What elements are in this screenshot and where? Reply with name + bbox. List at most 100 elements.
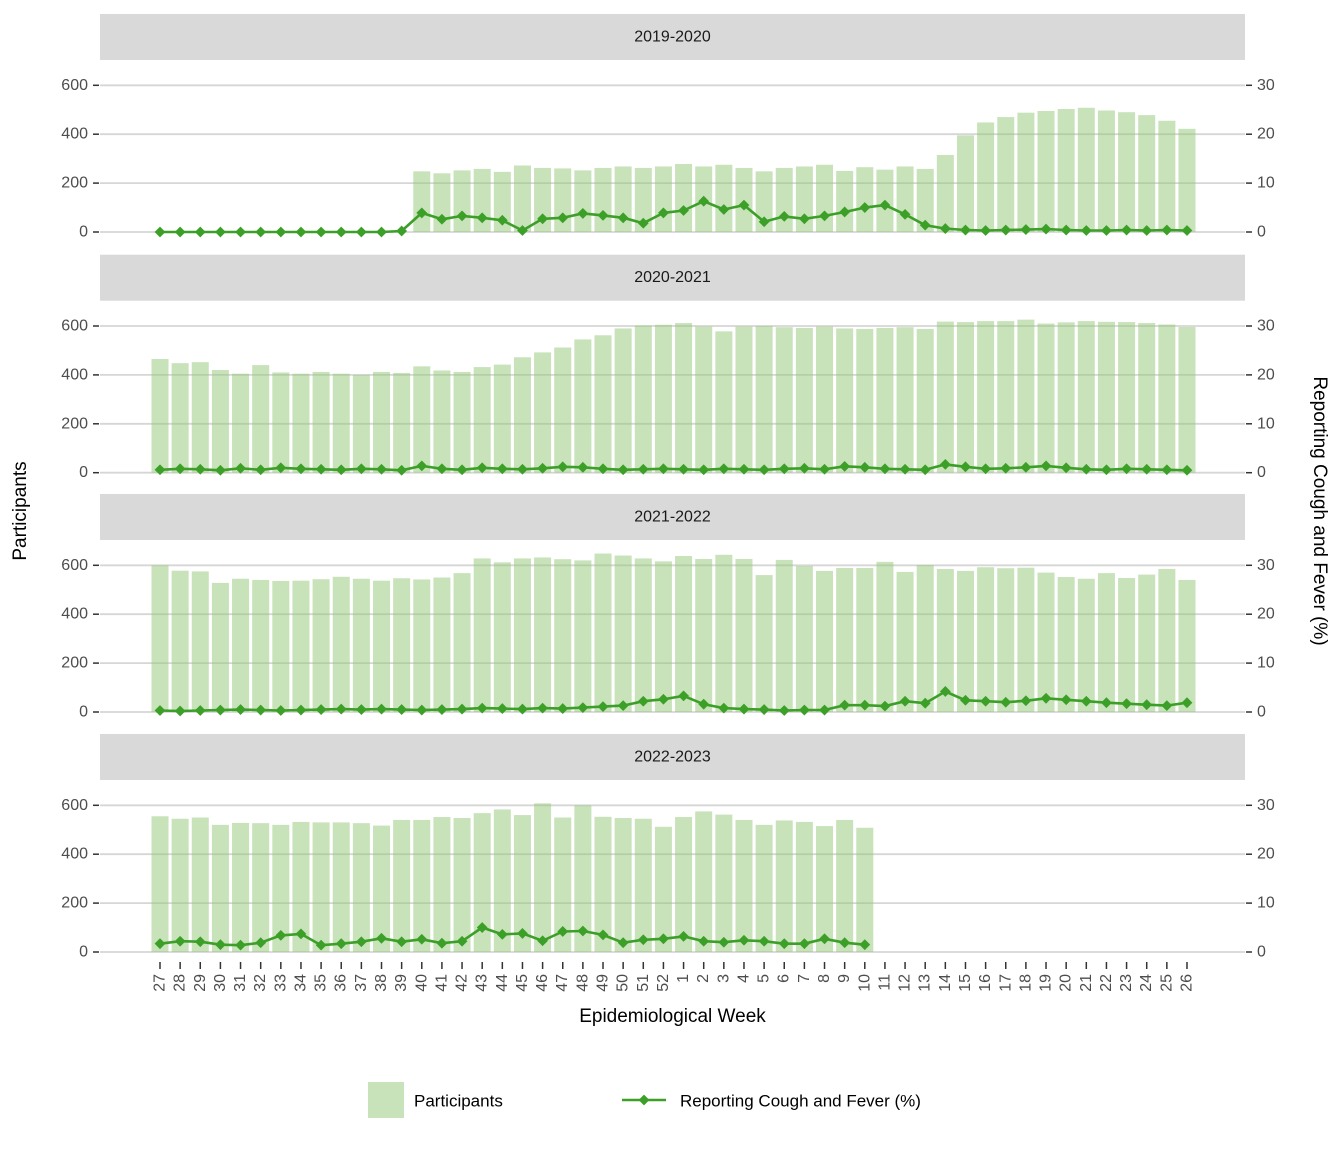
bar-week-23 [1118,112,1136,232]
x-axis-tick-label: 8 [816,974,833,983]
point-week-39 [396,225,408,237]
bar-week-42 [453,573,471,712]
point-week-14 [939,223,951,234]
point-week-49 [597,463,609,475]
point-week-36 [335,938,347,950]
x-axis-tick-label: 2 [695,974,712,983]
cough-fever-line [160,199,1188,234]
point-week-10 [859,699,871,711]
bar-week-7 [795,566,813,712]
left-axis-tick-label: 400 [61,366,88,383]
left-axis-tick-label: 400 [61,126,88,143]
facet-strip-label: 2019-2020 [634,29,711,46]
point-week-35 [315,939,327,951]
bar-week-37 [352,578,370,712]
point-week-27 [154,938,166,950]
point-week-45 [517,703,528,715]
bar-week-16 [977,567,995,712]
bar-week-1 [675,817,693,952]
point-week-52 [658,693,669,705]
bar-week-34 [292,373,310,473]
bar-week-33 [272,372,290,473]
bar-week-30 [211,370,229,473]
point-week-30 [215,939,226,951]
point-week-4 [738,934,750,946]
point-week-12 [899,463,911,475]
point-week-17 [1000,696,1012,708]
bar-week-38 [373,371,391,473]
point-week-29 [194,936,206,948]
bar-week-22 [1097,573,1115,712]
bar-week-40 [413,366,431,473]
point-week-35 [315,226,327,238]
point-week-29 [194,705,206,716]
bar-week-10 [856,328,874,473]
facet-strip-label: 2020-2021 [634,269,711,286]
bar-week-34 [292,580,310,712]
bar-week-21 [1077,578,1095,712]
point-week-24 [1141,225,1153,236]
point-week-38 [376,932,387,944]
bar-week-41 [433,370,451,473]
bar-week-32 [252,365,270,473]
point-week-52 [658,463,669,475]
bar-week-30 [211,824,229,952]
bar-week-3 [715,331,733,473]
x-axis-tick-label: 42 [454,974,471,992]
bar-week-24 [1138,574,1156,712]
bar-week-30 [211,582,229,712]
point-week-47 [557,703,569,714]
point-week-49 [597,929,609,941]
point-week-45 [517,928,528,939]
point-week-17 [1000,462,1012,474]
point-week-32 [255,226,267,238]
bar-week-35 [312,822,330,952]
point-week-12 [899,695,911,707]
point-week-16 [980,695,992,707]
point-week-20 [1060,694,1072,706]
point-week-6 [778,210,790,222]
point-week-41 [436,463,448,475]
x-axis-tick-label: 1 [675,974,692,983]
bar-week-44 [493,364,511,473]
x-axis-tick-label: 18 [1017,974,1034,992]
bar-week-32 [252,823,270,952]
left-axis-tick-label: 600 [61,77,88,94]
point-week-31 [235,226,246,238]
bar-week-51 [634,558,652,712]
point-week-16 [980,463,992,475]
point-week-40 [416,207,428,219]
x-axis-tick-label: 35 [313,974,330,992]
x-axis-tick-label: 28 [172,974,189,992]
bar-week-13 [916,328,934,473]
bar-week-45 [513,165,531,232]
point-week-5 [758,704,770,715]
bar-week-3 [715,164,733,232]
point-week-31 [235,462,246,474]
point-week-13 [919,464,931,476]
bar-week-34 [292,821,310,952]
point-week-48 [577,702,589,713]
bar-week-5 [755,326,773,473]
facet-2022-2023: 2022-2023 0 0 200 10 400 20 600 30 [61,734,1275,961]
left-axis-tick-label: 200 [61,655,88,672]
bar-week-12 [896,571,914,712]
point-week-39 [396,936,408,948]
point-week-4 [738,199,750,211]
point-week-6 [778,463,790,475]
point-week-42 [456,935,468,947]
point-week-3 [718,936,730,948]
bar-week-7 [795,327,813,473]
x-axis-tick-label: 22 [1098,974,1115,992]
bar-week-28 [171,570,189,712]
point-week-5 [758,464,770,476]
bar-week-52 [654,324,672,473]
x-axis-tick-label: 21 [1078,974,1095,992]
bar-week-42 [453,170,471,232]
bar-week-22 [1097,110,1115,232]
point-week-8 [819,704,830,716]
x-axis-tick-label: 39 [393,974,410,992]
point-week-47 [557,926,569,937]
point-week-50 [617,937,629,949]
bar-week-1 [675,323,693,473]
